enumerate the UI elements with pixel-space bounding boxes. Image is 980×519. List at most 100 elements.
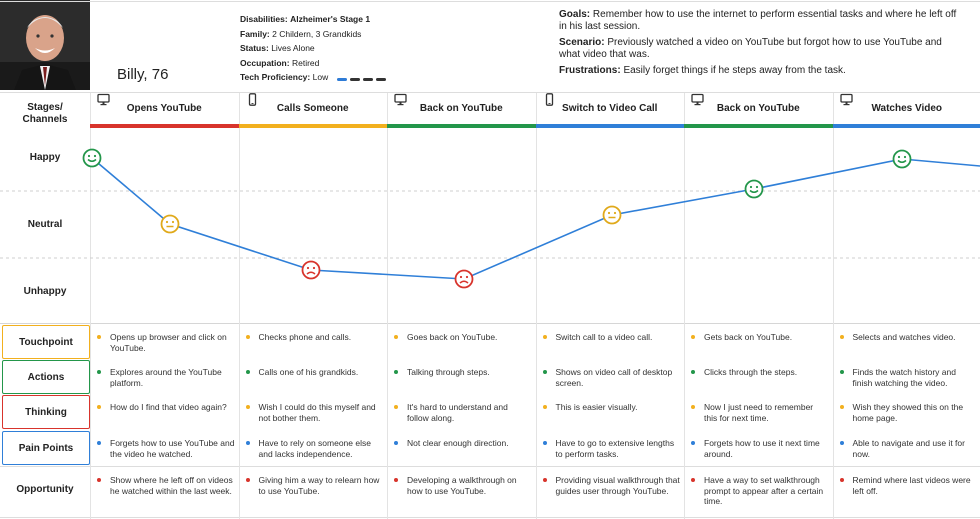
bullet-dot bbox=[691, 478, 695, 482]
bullet-dot bbox=[691, 335, 695, 339]
row-cell: Have a way to set walkthrough prompt to … bbox=[684, 475, 829, 507]
unhappy-face-icon bbox=[301, 260, 321, 280]
stage-label: Watches Video bbox=[871, 103, 943, 114]
cell-text: Able to navigate and use it for now. bbox=[852, 438, 965, 459]
cell-text: Gets back on YouTube. bbox=[704, 332, 793, 342]
row-cell: Forgets how to use YouTube and the video… bbox=[90, 438, 235, 459]
tech-meter-segment bbox=[375, 77, 386, 81]
row-cell: Opens up browser and click on YouTube. bbox=[90, 332, 235, 353]
bullet-dot bbox=[542, 478, 547, 482]
persona-tech: Tech Proficiency: Low bbox=[240, 70, 389, 85]
happy-face-icon bbox=[744, 179, 764, 199]
tech-proficiency-meter bbox=[336, 71, 389, 86]
column-divider bbox=[832, 93, 834, 519]
bullet-dot bbox=[245, 478, 250, 482]
bullet-dot bbox=[394, 478, 398, 482]
row-cell: Switch call to a video call. bbox=[536, 332, 681, 343]
row-cell: Remind where last videos were left off. bbox=[833, 475, 978, 496]
stage-color-bar bbox=[535, 124, 684, 128]
stage-label: Back on YouTube bbox=[716, 103, 800, 114]
row-cell: Developing a walkthrough on how to use Y… bbox=[387, 475, 532, 496]
row-cell: Gets back on YouTube. bbox=[684, 332, 829, 343]
row-cell: Calls one of his grandkids. bbox=[239, 367, 384, 378]
row-cell: Wish they showed this on the home page. bbox=[833, 402, 978, 423]
bullet-dot bbox=[245, 370, 250, 374]
bullet-dot bbox=[97, 335, 101, 339]
cell-text: Have a way to set walkthrough prompt to … bbox=[704, 475, 824, 506]
bullet-dot bbox=[97, 441, 101, 445]
cell-text: Wish they showed this on the home page. bbox=[852, 402, 964, 423]
bullet-dot bbox=[542, 370, 547, 374]
bullet-dot bbox=[245, 405, 250, 409]
desktop-icon bbox=[691, 93, 704, 106]
cell-text: Providing visual walkthrough that guides… bbox=[555, 475, 680, 496]
row-cell: Selects and watches video. bbox=[833, 332, 978, 343]
stage-header: Calls Someone bbox=[239, 93, 388, 124]
frustrations-text: Frustrations: Easily forget things if he… bbox=[559, 65, 846, 76]
row-label-pain-points: Pain Points bbox=[2, 431, 90, 465]
cell-text: Switch call to a video call. bbox=[555, 332, 653, 342]
happy-face-icon bbox=[82, 148, 102, 168]
bullet-dot bbox=[394, 370, 398, 374]
column-divider bbox=[535, 93, 537, 519]
row-cell: Finds the watch history and finish watch… bbox=[833, 367, 978, 388]
bullet-dot bbox=[394, 405, 398, 409]
cell-text: Finds the watch history and finish watch… bbox=[852, 367, 956, 388]
corner-label: Stages/Channels bbox=[22, 102, 68, 125]
persona-info: Disabilities: Alzheimer's Stage 1 Family… bbox=[240, 12, 389, 85]
desktop-icon bbox=[394, 93, 407, 106]
stage-header: Back on YouTube bbox=[387, 93, 536, 124]
cell-text: Clicks through the steps. bbox=[704, 367, 798, 377]
bullet-dot bbox=[542, 335, 547, 339]
level-unhappy: Unhappy bbox=[23, 286, 67, 297]
phone-icon bbox=[545, 93, 553, 106]
persona-family: Family: 2 Childern, 3 Grandkids bbox=[240, 28, 362, 39]
row-label-thinking: Thinking bbox=[2, 395, 90, 429]
bullet-dot bbox=[542, 441, 547, 445]
persona-occupation: Occupation: Retired bbox=[240, 57, 320, 68]
row-cell: Wish I could do this myself and not both… bbox=[239, 402, 384, 423]
bullet-dot bbox=[542, 405, 547, 409]
header-divider bbox=[0, 92, 980, 93]
row-cell: Explores around the YouTube platform. bbox=[90, 367, 235, 388]
stage-label: Opens YouTube bbox=[126, 103, 202, 114]
neutral-face-icon bbox=[160, 214, 180, 234]
bullet-dot bbox=[839, 478, 844, 482]
stage-header: Switch to Video Call bbox=[536, 93, 685, 124]
row-label-touchpoint: Touchpoint bbox=[2, 325, 90, 359]
cell-text: Calls one of his grandkids. bbox=[258, 367, 359, 377]
row-cell: How do I find that video again? bbox=[90, 402, 235, 413]
cell-text: Explores around the YouTube platform. bbox=[110, 367, 222, 388]
scenario-text: Scenario: Previously watched a video on … bbox=[559, 37, 942, 60]
chart-divider bbox=[0, 323, 980, 324]
row-label-opportunity: Opportunity bbox=[16, 484, 74, 495]
bullet-dot bbox=[839, 370, 844, 374]
desktop-icon bbox=[839, 93, 853, 106]
column-divider bbox=[684, 93, 685, 519]
cell-text: It's hard to understand and follow along… bbox=[407, 402, 508, 423]
happy-face-icon bbox=[892, 149, 912, 169]
bottom-border bbox=[0, 517, 980, 518]
cell-text: Have to go to extensive lengths to perfo… bbox=[555, 438, 675, 459]
level-neutral: Neutral bbox=[27, 219, 63, 230]
tech-meter-segment bbox=[349, 77, 360, 81]
bullet-dot bbox=[839, 441, 844, 445]
row-cell: Able to navigate and use it for now. bbox=[833, 438, 978, 459]
neutral-face-icon bbox=[602, 205, 622, 225]
row-cell: Giving him a way to relearn how to use Y… bbox=[239, 475, 384, 496]
cell-text: Giving him a way to relearn how to use Y… bbox=[258, 475, 380, 496]
persona-photo-illustration bbox=[0, 0, 90, 90]
bullet-dot bbox=[691, 441, 695, 445]
cell-text: Shows on video call of desktop screen. bbox=[555, 367, 673, 388]
row-cell: Checks phone and calls. bbox=[239, 332, 384, 343]
desktop-icon bbox=[97, 93, 110, 106]
stage-color-bar bbox=[684, 124, 833, 128]
stage-color-bar bbox=[90, 124, 239, 128]
persona-photo bbox=[0, 0, 90, 90]
cell-text: Checks phone and calls. bbox=[258, 332, 352, 342]
stage-label: Switch to Video Call bbox=[562, 103, 658, 114]
row-cell: This is easier visually. bbox=[536, 402, 681, 413]
stage-label: Back on YouTube bbox=[419, 103, 503, 114]
cell-text: Talking through steps. bbox=[407, 367, 490, 377]
